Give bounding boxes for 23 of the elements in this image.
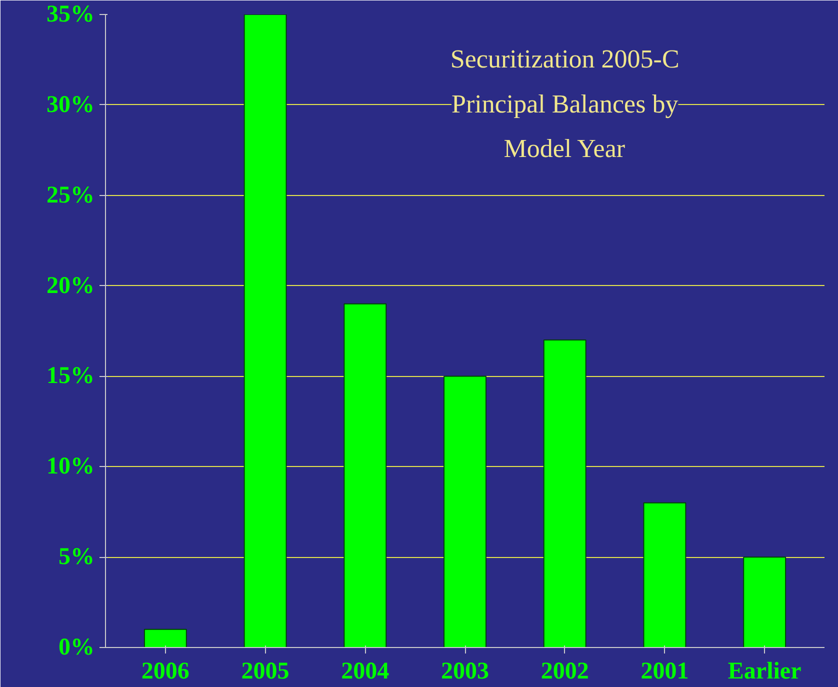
y-tick-label: 0% — [58, 634, 94, 660]
y-tick-label: 35% — [46, 2, 94, 28]
y-tick-label: 10% — [46, 454, 94, 480]
y-tick-label: 25% — [46, 182, 94, 208]
x-tick-label: Earlier — [728, 658, 802, 684]
bar — [344, 303, 387, 648]
bar — [444, 376, 486, 648]
x-tick-label: 2005 — [241, 658, 290, 684]
bar — [244, 14, 287, 648]
bar — [144, 628, 187, 648]
y-tick-label: 30% — [46, 92, 94, 118]
bar — [643, 502, 686, 648]
y-tick-label: 20% — [46, 272, 94, 299]
x-tick-label: 2002 — [540, 658, 589, 684]
bar — [543, 340, 586, 648]
text: Securitization 2005-C Principal Balances by Model Year — [450, 44, 680, 164]
y-tick-label: 15% — [46, 363, 94, 390]
bar — [743, 556, 786, 648]
x-tick-label: 2006 — [141, 658, 190, 684]
x-tick-label: 2003 — [441, 658, 489, 684]
x-tick-label: 2001 — [640, 658, 689, 684]
y-tick-label: 5% — [58, 544, 94, 570]
x-tick-label: 2004 — [341, 658, 390, 684]
